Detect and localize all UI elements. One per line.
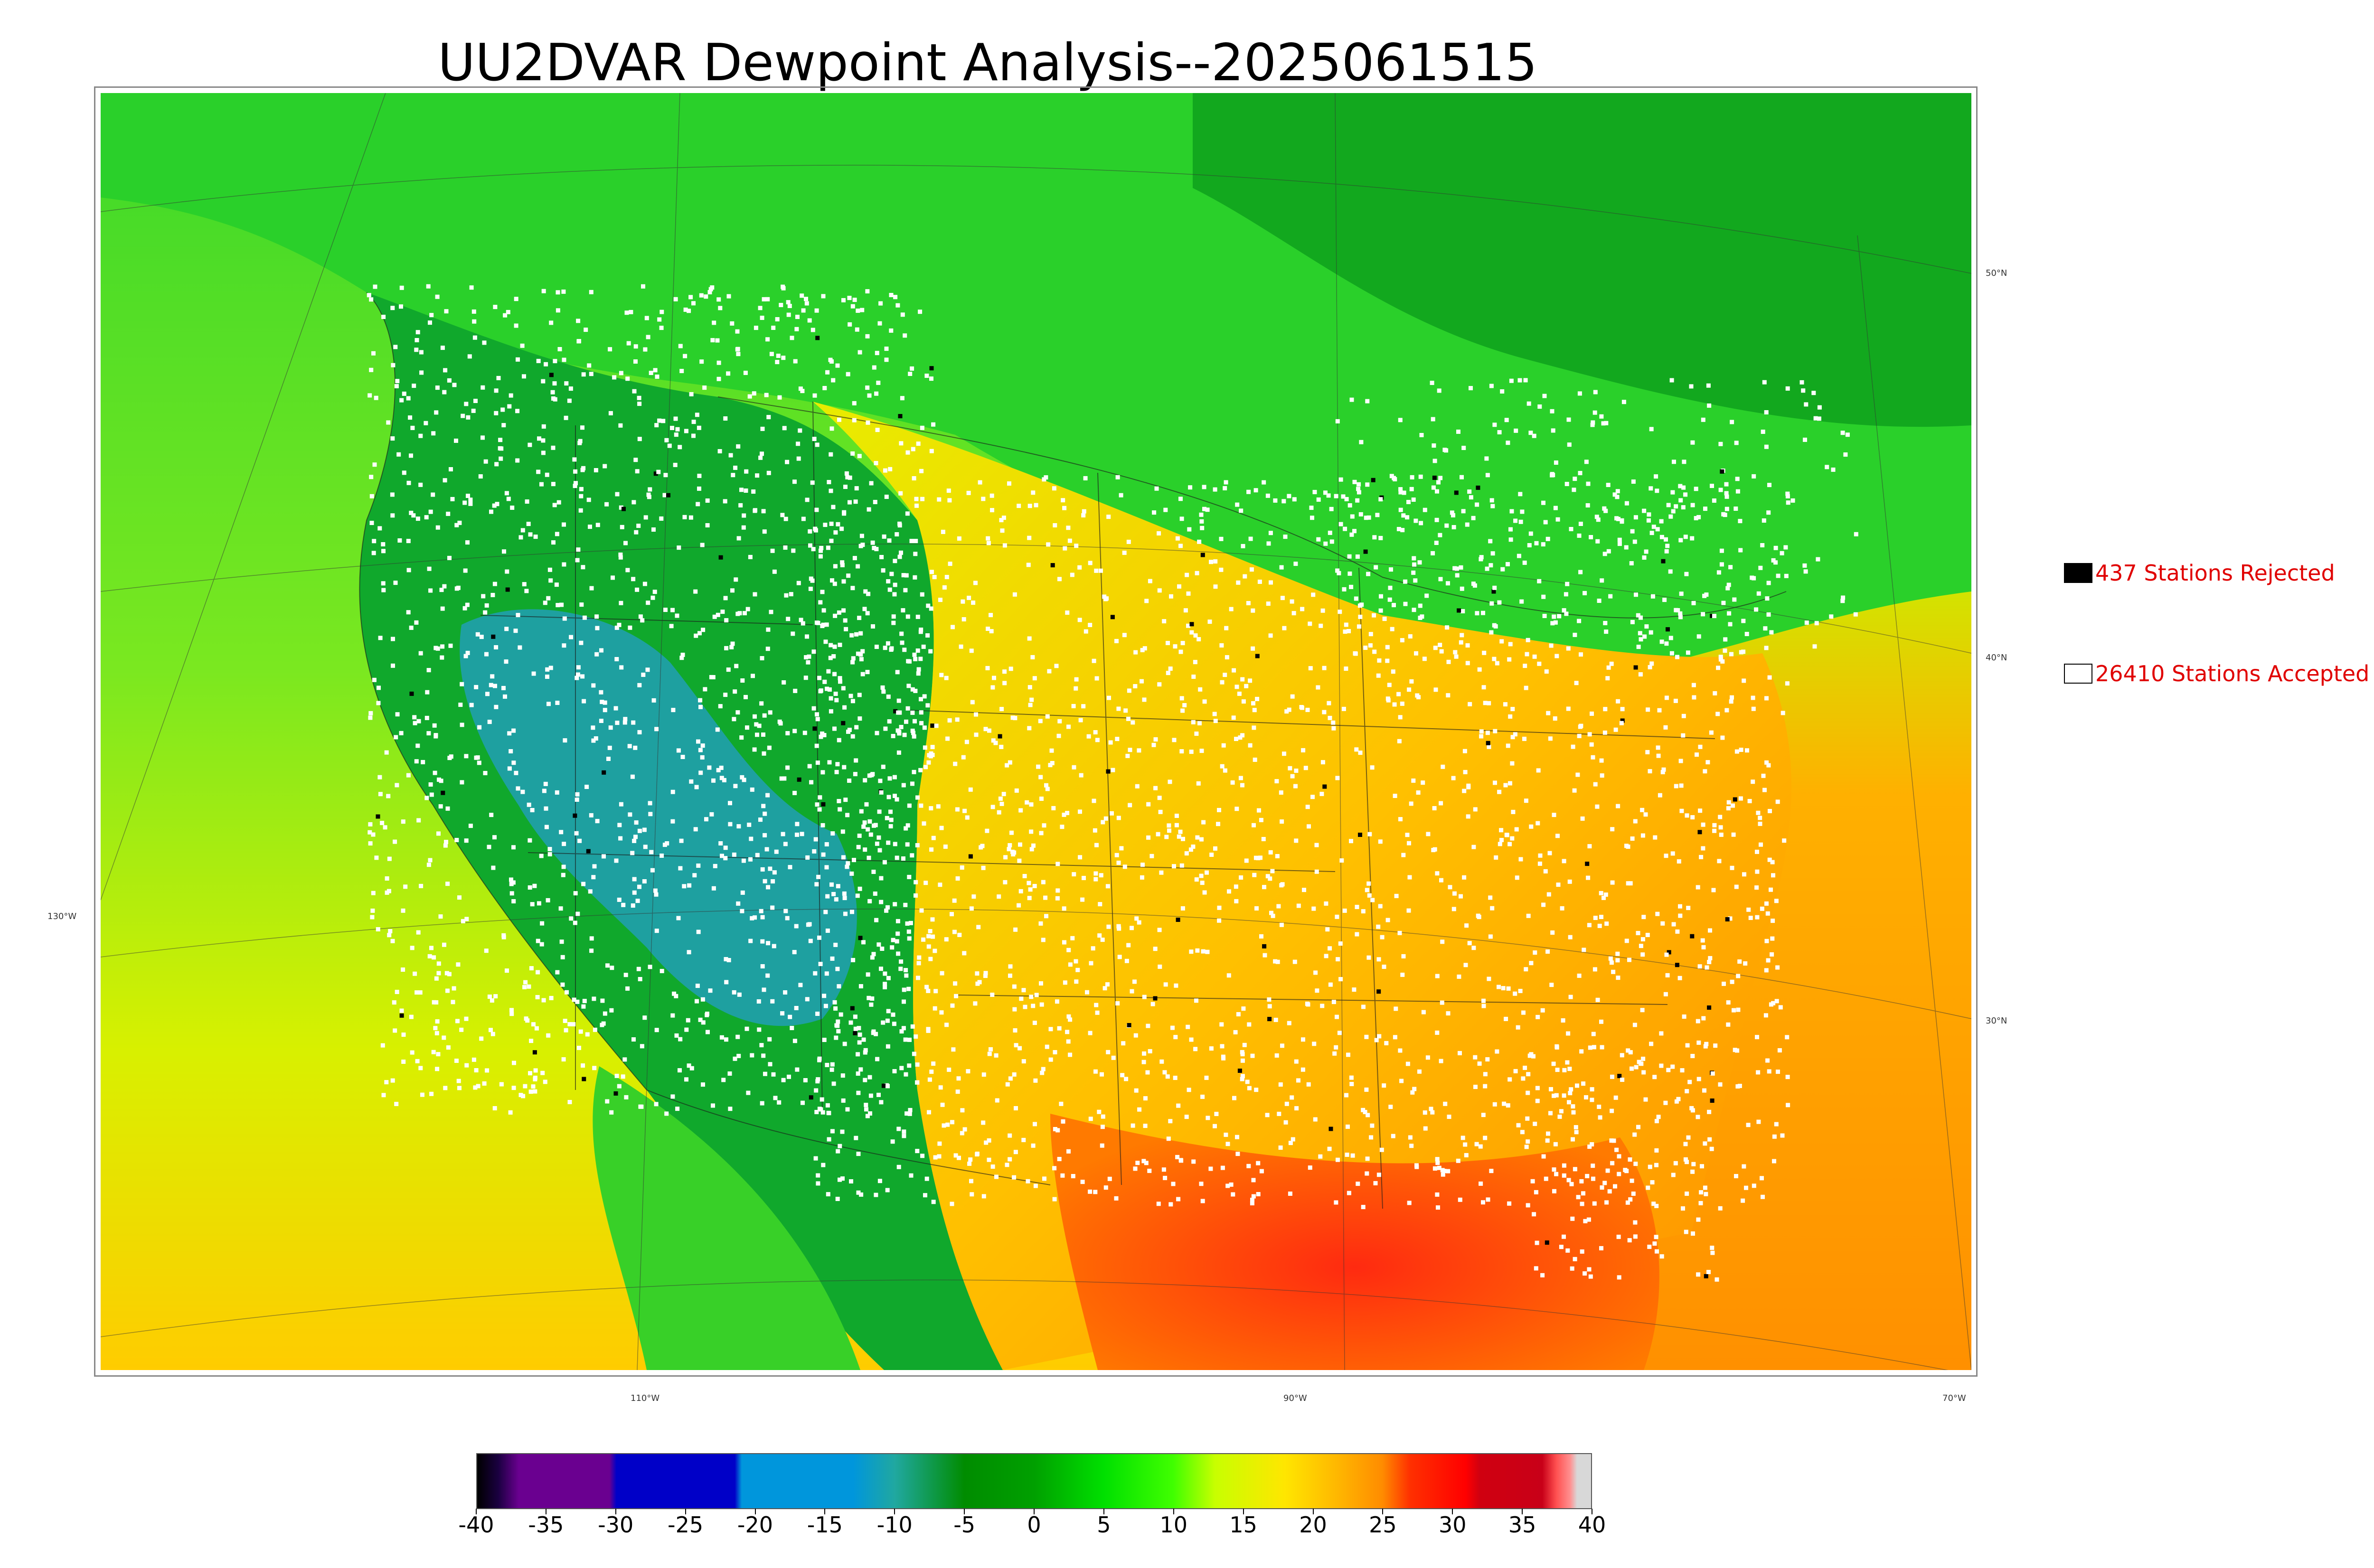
legend-rejected: 437 Stations Rejected [2064, 560, 2335, 586]
colorbar-tick-label: -25 [668, 1512, 704, 1538]
colorbar-tick [964, 1509, 965, 1514]
station-markers [367, 284, 1858, 1282]
lat-label-30n: 30°N [1986, 1016, 2007, 1026]
colorbar-tick-label: -40 [458, 1512, 494, 1538]
legend-accepted: 26410 Stations Accepted [2064, 661, 2369, 686]
map-title: UU2DVAR Dewpoint Analysis--2025061515 [437, 33, 1538, 93]
colorbar-tick-label: 10 [1159, 1512, 1188, 1538]
colorbar-tick-label: 30 [1438, 1512, 1467, 1538]
colorbar-tick-label: -20 [737, 1512, 773, 1538]
colorbar-tick [894, 1509, 895, 1514]
lat-label-40n: 40°N [1986, 653, 2007, 663]
colorbar-tick-label: -10 [876, 1512, 913, 1538]
colorbar-tick-label: 25 [1369, 1512, 1397, 1538]
colorbar-tick [685, 1509, 686, 1514]
colorbar-tick [1452, 1509, 1453, 1514]
colorbar-tick-label: 15 [1229, 1512, 1257, 1538]
legend-rejected-label: 437 Stations Rejected [2095, 560, 2335, 586]
colorbar-tick [824, 1509, 826, 1514]
lat-label-50n: 50°N [1986, 268, 2007, 278]
great-basin-region [460, 609, 857, 1026]
map-frame [94, 86, 1978, 1377]
lon-label-110w: 110°W [631, 1393, 660, 1403]
colorbar [476, 1453, 1592, 1509]
colorbar-tick [1382, 1509, 1384, 1514]
mexico-region [593, 1066, 860, 1370]
colorbar-tick [1522, 1509, 1523, 1514]
colorbar-tick [1312, 1509, 1314, 1514]
colorbar-tick-label: 20 [1299, 1512, 1327, 1538]
legend-accepted-swatch [2064, 664, 2092, 684]
colorbar-tick [476, 1509, 477, 1514]
colorbar-tick [1243, 1509, 1244, 1514]
boundary-lines [359, 292, 1787, 1209]
colorbar-tick-label: 35 [1508, 1512, 1536, 1538]
colorbar-tick [754, 1509, 756, 1514]
colorbar-tick-label: -30 [598, 1512, 634, 1538]
lon-label-90w: 90°W [1283, 1393, 1307, 1403]
colorbar-tick-label: -35 [528, 1512, 564, 1538]
north-canada-dark [1193, 93, 1971, 427]
lon-label-70w: 70°W [1942, 1393, 1966, 1403]
colorbar-tick [1103, 1509, 1104, 1514]
colorbar-tick-label: -5 [953, 1512, 976, 1538]
gulf-coast-region [1050, 1114, 1659, 1370]
colorbar-tick-label: 40 [1578, 1512, 1606, 1538]
legend-accepted-label: 26410 Stations Accepted [2095, 661, 2370, 686]
colorbar-tick-label: -15 [807, 1512, 843, 1538]
lat-label-130w: 130°W [47, 911, 77, 921]
legend-rejected-swatch [2064, 563, 2092, 583]
colorbar-tick-label: 5 [1097, 1512, 1111, 1538]
dewpoint-map [101, 93, 1971, 1370]
colorbar-tick [615, 1509, 616, 1514]
colorbar-tick-label: 0 [1027, 1512, 1041, 1538]
colorbar-tick [1034, 1509, 1035, 1514]
colorbar-tick [1173, 1509, 1174, 1514]
